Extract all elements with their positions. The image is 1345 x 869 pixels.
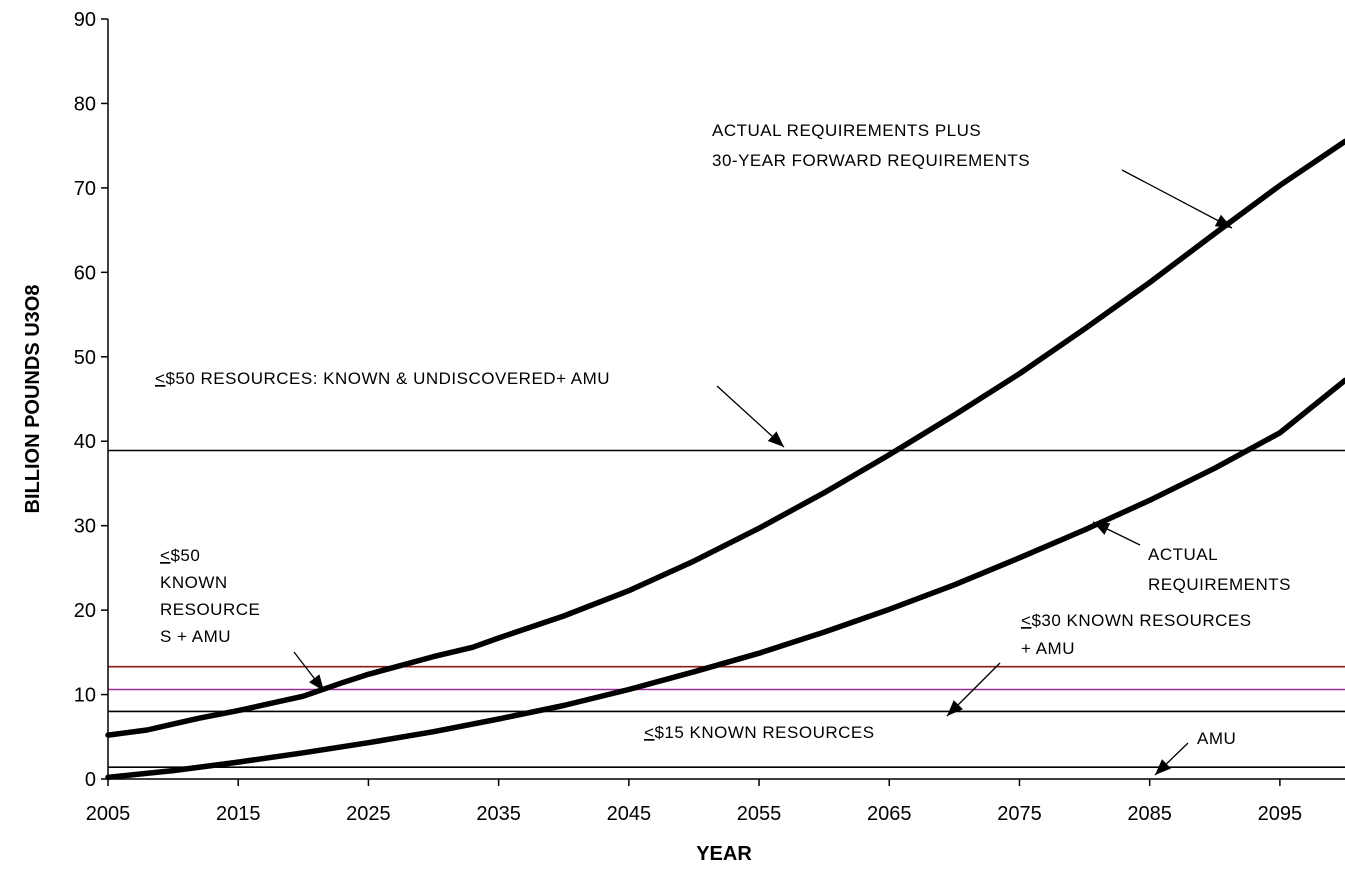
forward-arrow-line bbox=[1121, 169, 1233, 229]
tick-labels: 0 10 20 30 40 50 60 70 80 90 2005 2015 2025 2035 2045 2… bbox=[74, 9, 1302, 825]
annotation-known50-line-2: RESOURCE bbox=[160, 600, 260, 619]
annotation-known30: <$30 KNOWN RESOURCES + AMU bbox=[1021, 611, 1252, 658]
series-line-1 bbox=[105, 377, 1345, 781]
annotation-known30-line-0: <$30 KNOWN RESOURCES bbox=[1021, 611, 1252, 630]
annotation-known50-line-0: <$50 bbox=[160, 546, 200, 565]
y-tick-label-5: 50 bbox=[74, 347, 96, 369]
x-tick-label-4: 2045 bbox=[607, 803, 652, 825]
y-tick-label-0: 0 bbox=[85, 769, 96, 791]
x-tick-label-7: 2075 bbox=[997, 803, 1042, 825]
annotation-known50-line-1: KNOWN bbox=[160, 573, 228, 592]
x-tick-label-3: 2035 bbox=[476, 803, 521, 825]
x-tick-label-1: 2015 bbox=[216, 803, 261, 825]
x-tick-label-5: 2055 bbox=[737, 803, 782, 825]
y-tick-label-6: 60 bbox=[74, 262, 96, 284]
annotation-known15: <$15 KNOWN RESOURCES bbox=[644, 723, 875, 742]
annotation-actual-line-0: ACTUAL bbox=[1148, 545, 1218, 564]
x-tick-label-8: 2085 bbox=[1127, 803, 1172, 825]
series-lines bbox=[105, 138, 1345, 781]
res50all-arrow-head bbox=[767, 431, 784, 447]
y-tick-label-8: 80 bbox=[74, 93, 96, 115]
series-line-0 bbox=[105, 138, 1345, 738]
y-tick-label-3: 30 bbox=[74, 516, 96, 538]
annotation-arrows bbox=[293, 169, 1233, 776]
annotation-forward-line-1: 30-YEAR FORWARD REQUIREMENTS bbox=[712, 151, 1030, 170]
y-axis-title: BILLION POUNDS U3O8 bbox=[22, 285, 44, 514]
annotation-amu: AMU bbox=[1197, 729, 1236, 748]
annotation-known30-line-1: + AMU bbox=[1021, 639, 1075, 658]
annotation-actual-line-1: REQUIREMENTS bbox=[1148, 575, 1291, 594]
annotation-actual: ACTUAL REQUIREMENTS bbox=[1148, 545, 1291, 594]
actual-arrow-head bbox=[1093, 522, 1111, 535]
x-tick-label-2: 2025 bbox=[346, 803, 391, 825]
annotation-amu-line-0: AMU bbox=[1197, 729, 1236, 748]
annotation-known50-prefix: < bbox=[160, 546, 170, 565]
y-tick-label-2: 20 bbox=[74, 600, 96, 622]
annotation-known50: <$50 KNOWN RESOURCE S + AMU bbox=[160, 546, 260, 646]
annotation-res50all-prefix: < bbox=[155, 369, 165, 388]
annotation-forward-line-0: ACTUAL REQUIREMENTS PLUS bbox=[712, 121, 981, 140]
annotation-res50all-line-0: <$50 RESOURCES: KNOWN & UNDISCOVERED+ AM… bbox=[155, 369, 610, 388]
x-tick-label-0: 2005 bbox=[86, 803, 131, 825]
y-tick-label-1: 10 bbox=[74, 685, 96, 707]
annotations: ACTUAL REQUIREMENTS PLUS 30-YEAR FORWARD … bbox=[155, 121, 1291, 748]
annotation-forward: ACTUAL REQUIREMENTS PLUS 30-YEAR FORWARD … bbox=[712, 121, 1030, 170]
amu-arrow-head bbox=[1155, 759, 1171, 775]
forward-arrow-head bbox=[1214, 214, 1232, 228]
x-tick-label-9: 2095 bbox=[1258, 803, 1303, 825]
x-tick-label-6: 2065 bbox=[867, 803, 912, 825]
known30-arrow-head bbox=[947, 700, 963, 716]
y-tick-label-4: 40 bbox=[74, 431, 96, 453]
annotation-known50-line-3: S + AMU bbox=[160, 627, 231, 646]
y-tick-label-9: 90 bbox=[74, 9, 96, 31]
annotation-known30-prefix: < bbox=[1021, 611, 1031, 630]
axes bbox=[101, 18, 1345, 786]
x-axis-title: YEAR bbox=[696, 843, 752, 865]
annotation-known15-prefix: < bbox=[644, 723, 654, 742]
annotation-res50all: <$50 RESOURCES: KNOWN & UNDISCOVERED+ AM… bbox=[155, 369, 610, 388]
known50-arrow-head bbox=[309, 674, 324, 691]
annotation-known15-line-0: <$15 KNOWN RESOURCES bbox=[644, 723, 875, 742]
reference-lines bbox=[108, 449, 1345, 768]
y-tick-label-7: 70 bbox=[74, 178, 96, 200]
